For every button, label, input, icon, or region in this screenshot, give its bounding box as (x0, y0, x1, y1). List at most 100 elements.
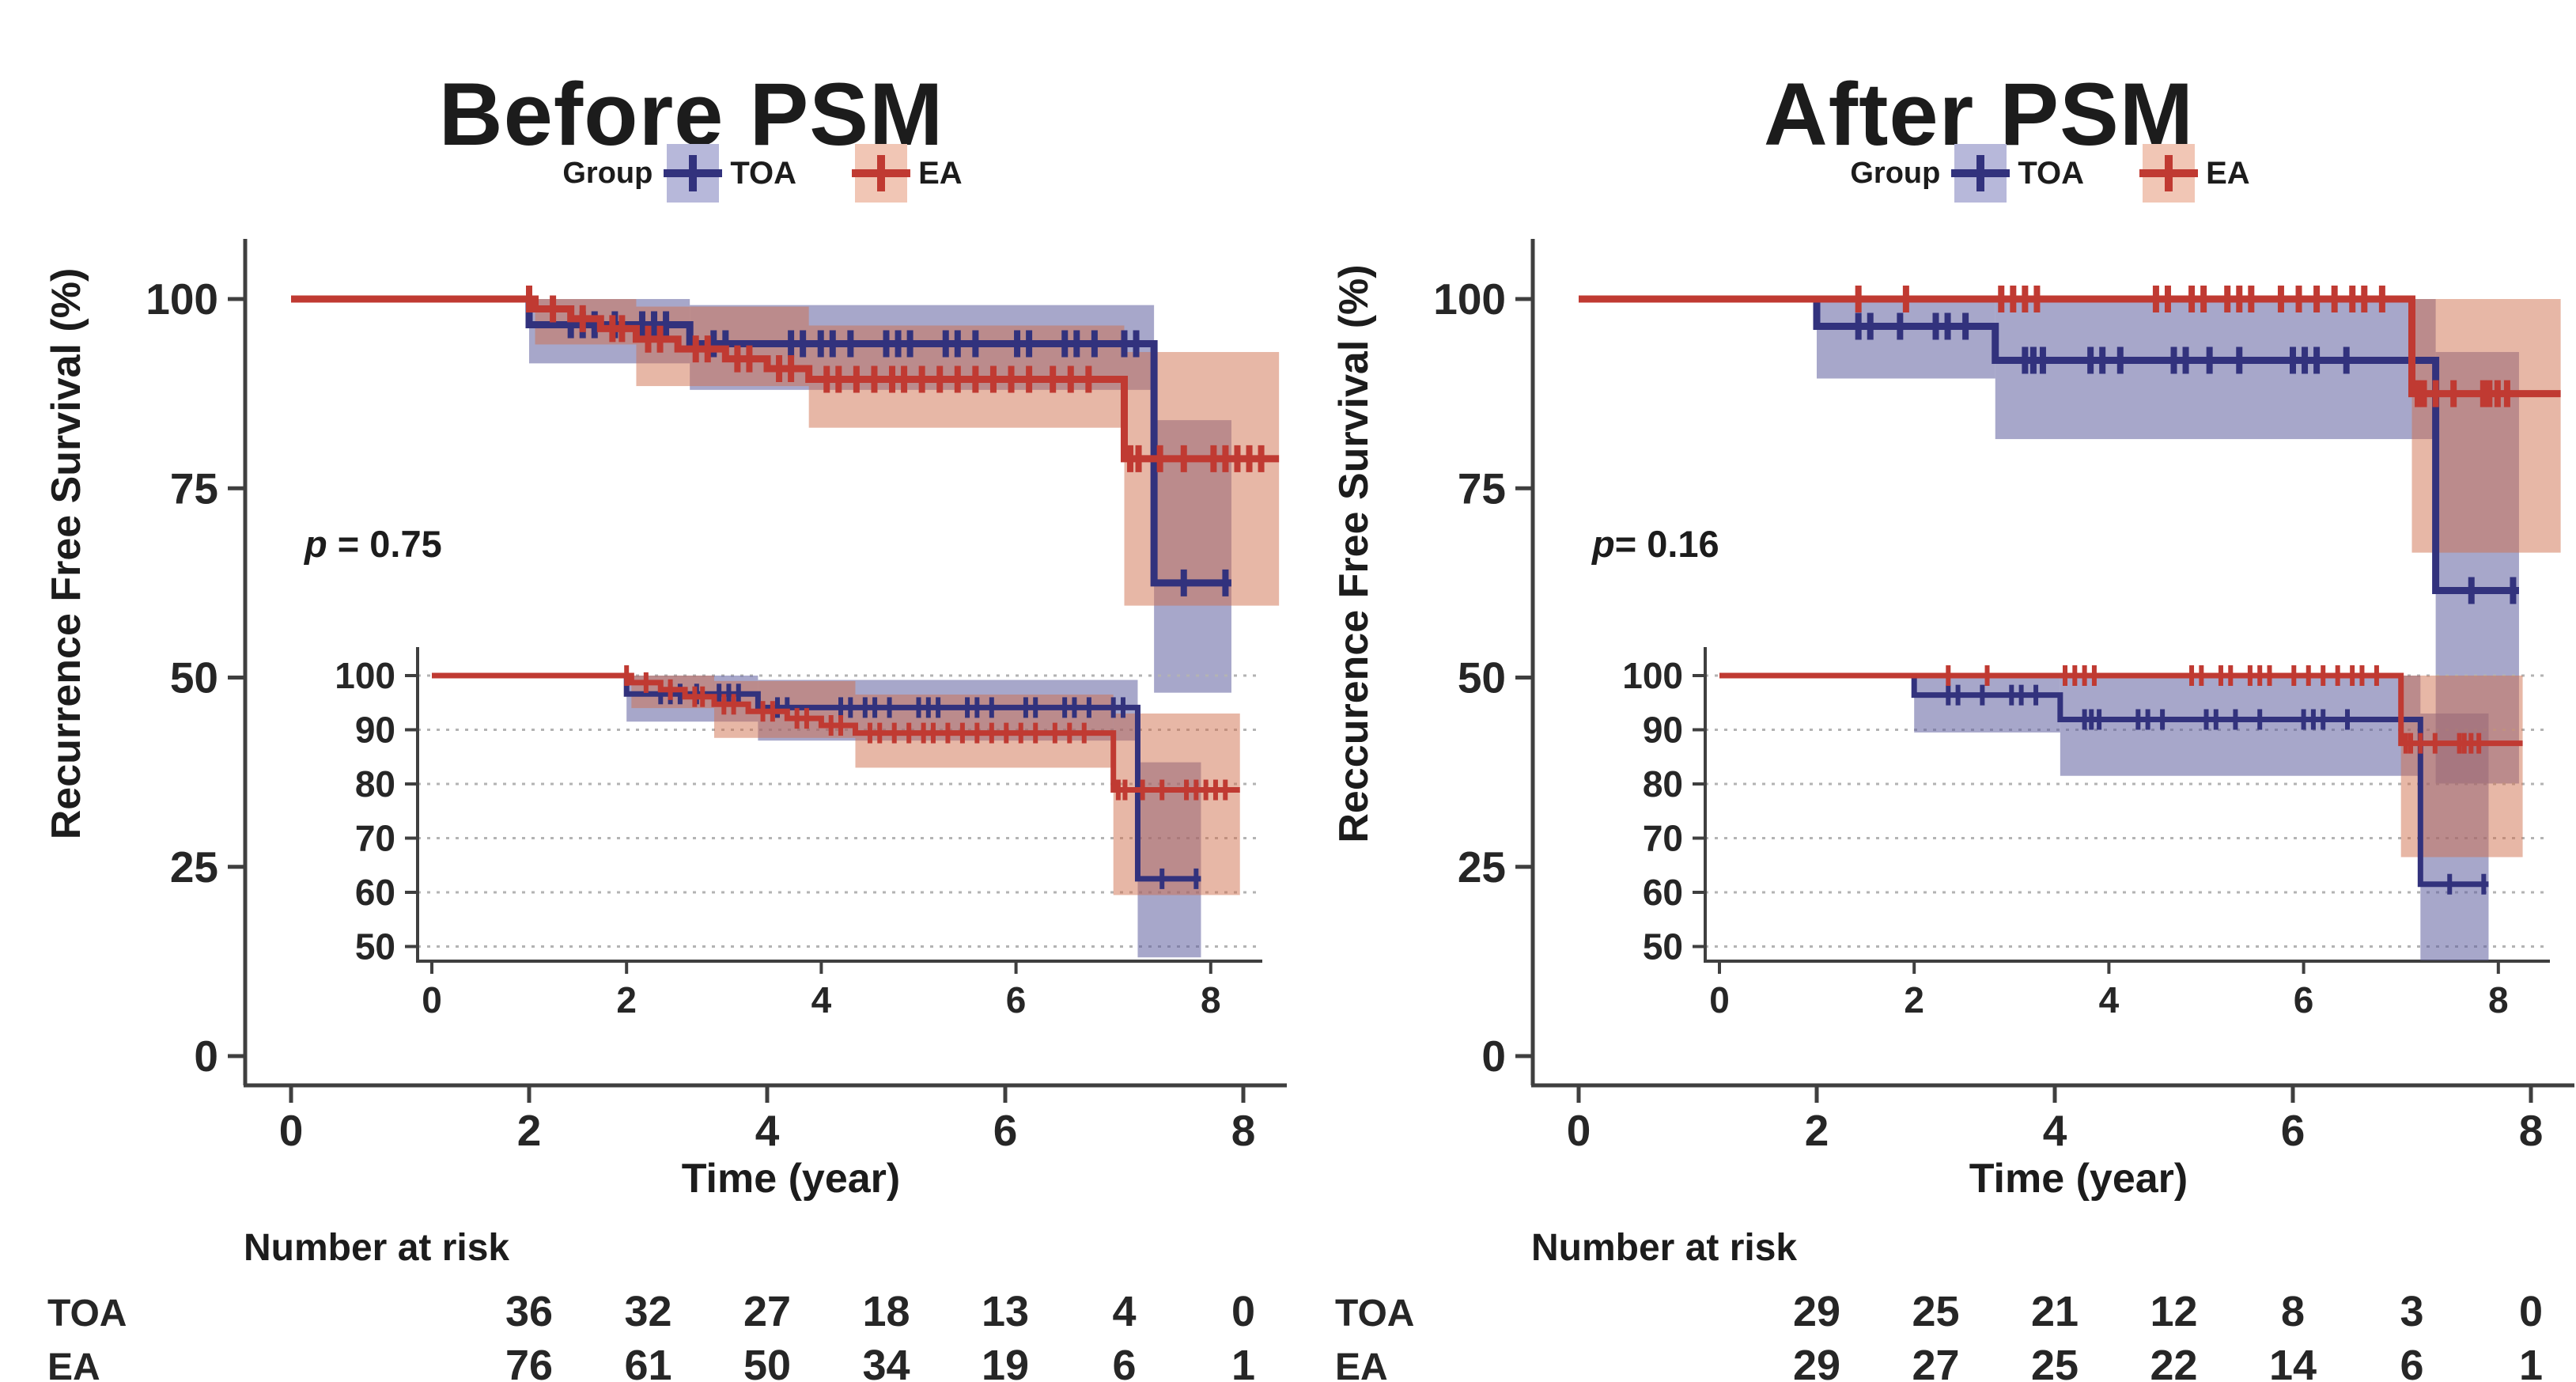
legend-key-plus (689, 155, 698, 191)
legend: Group TOA EA (237, 139, 1288, 207)
legend-key-ea-icon (852, 144, 911, 203)
legend-label-toa: TOA (730, 155, 797, 191)
inset-tick-labels: 100 90 80 70 60 50 0 2 4 6 8 (335, 655, 1220, 1020)
svg-text:8: 8 (1231, 1106, 1256, 1155)
svg-text:TOA: TOA (1335, 1293, 1414, 1335)
svg-text:4: 4 (755, 1106, 780, 1155)
svg-text:80: 80 (1643, 763, 1683, 805)
svg-text:0: 0 (2519, 1288, 2543, 1335)
p-value-text: = 0.75 (327, 523, 442, 565)
svg-text:6: 6 (2281, 1106, 2306, 1155)
svg-text:25: 25 (1458, 842, 1506, 892)
risk-table: TOA 36 32 27 18 13 4 0EA 76 61 50 34 19 6 1 (47, 1288, 1255, 1382)
svg-text:90: 90 (355, 710, 395, 751)
svg-text:50: 50 (355, 926, 395, 967)
svg-text:12: 12 (2150, 1288, 2197, 1335)
legend-key-toa-icon (664, 144, 723, 203)
series-toa (432, 672, 1201, 889)
inset-tick-labels: 100 90 80 70 60 50 0 2 4 6 8 (1622, 655, 2508, 1020)
p-symbol: p (305, 523, 327, 565)
svg-text:27: 27 (1912, 1342, 1959, 1382)
svg-text:14: 14 (2269, 1342, 2317, 1382)
inset-axes (1693, 647, 2550, 974)
svg-text:50: 50 (743, 1342, 791, 1382)
svg-text:0: 0 (1481, 1032, 1506, 1081)
svg-text:1: 1 (1231, 1342, 1255, 1382)
svg-text:6: 6 (993, 1106, 1018, 1155)
legend-key-plus (1976, 155, 1985, 191)
legend-key-toa-icon (1951, 144, 2010, 203)
svg-text:61: 61 (624, 1342, 671, 1382)
svg-text:0: 0 (422, 979, 442, 1020)
svg-text:8: 8 (2488, 979, 2509, 1020)
legend-label-ea: EA (2206, 155, 2250, 191)
svg-text:21: 21 (2031, 1288, 2079, 1335)
svg-text:6: 6 (2400, 1342, 2423, 1382)
p-value-annotation: p= 0.16 (1592, 522, 1719, 566)
svg-text:75: 75 (1458, 464, 1506, 513)
p-value-annotation: p = 0.75 (305, 522, 442, 566)
svg-text:3: 3 (2400, 1288, 2423, 1335)
svg-text:6: 6 (1112, 1342, 1136, 1382)
legend-label-ea: EA (918, 155, 963, 191)
legend-label-toa: TOA (2018, 155, 2085, 191)
series-toa (1719, 672, 2489, 895)
svg-text:34: 34 (862, 1342, 910, 1382)
series-ea (432, 665, 1240, 801)
svg-text:25: 25 (1912, 1288, 1959, 1335)
ci-bands (1914, 676, 2523, 960)
svg-text:0: 0 (279, 1106, 304, 1155)
svg-text:29: 29 (1793, 1342, 1840, 1382)
svg-text:75: 75 (170, 464, 218, 513)
svg-text:8: 8 (2519, 1106, 2544, 1155)
panel-before-psm: Before PSM Group TOA EA Recurrence Free … (44, 66, 1288, 1382)
legend-key-plus (2165, 155, 2173, 191)
legend-key-ea-icon (2139, 144, 2199, 203)
x-axis-label: Time (year) (1969, 1156, 2188, 1202)
ci-bands (529, 299, 1280, 693)
svg-text:100: 100 (335, 655, 395, 696)
svg-text:25: 25 (170, 842, 218, 892)
svg-text:70: 70 (355, 818, 395, 859)
svg-text:0: 0 (1231, 1288, 1255, 1335)
svg-text:2: 2 (517, 1106, 542, 1155)
svg-text:1: 1 (2519, 1342, 2543, 1382)
svg-text:2: 2 (616, 979, 637, 1020)
svg-text:4: 4 (2099, 979, 2120, 1020)
p-value-text: = 0.16 (1614, 523, 1719, 565)
svg-text:32: 32 (624, 1288, 671, 1335)
svg-text:29: 29 (1793, 1288, 1840, 1335)
svg-text:50: 50 (1458, 653, 1506, 702)
svg-text:4: 4 (2043, 1106, 2067, 1155)
svg-text:18: 18 (862, 1288, 910, 1335)
svg-text:2: 2 (1805, 1106, 1829, 1155)
svg-text:2: 2 (1904, 979, 1924, 1020)
main-axes (1515, 239, 2574, 1103)
svg-text:25: 25 (2031, 1342, 2079, 1382)
legend-group-label: Group (562, 156, 653, 190)
svg-text:4: 4 (811, 979, 832, 1020)
svg-text:100: 100 (1433, 275, 1506, 324)
legend: Group TOA EA (1525, 139, 2575, 207)
svg-text:8: 8 (2281, 1288, 2305, 1335)
svg-text:50: 50 (1643, 926, 1683, 967)
series-ea (1579, 286, 2561, 407)
svg-text:27: 27 (743, 1288, 791, 1335)
svg-text:6: 6 (1006, 979, 1027, 1020)
svg-text:8: 8 (1201, 979, 1221, 1020)
svg-text:100: 100 (1622, 655, 1683, 696)
panel-after-psm: After PSM Group TOA EA Reccurence Free S… (1288, 0, 2575, 1382)
legend-key-plus (877, 155, 886, 191)
legend-group-label: Group (1850, 156, 1941, 190)
series-toa (1579, 295, 2519, 604)
x-axis-label: Time (year) (681, 1156, 901, 1202)
p-symbol: p (1592, 523, 1615, 565)
svg-text:80: 80 (355, 763, 395, 805)
risk-table-header: Number at risk (244, 1227, 510, 1269)
series-toa (291, 295, 1231, 596)
svg-text:0: 0 (194, 1032, 218, 1081)
svg-text:50: 50 (170, 653, 218, 702)
